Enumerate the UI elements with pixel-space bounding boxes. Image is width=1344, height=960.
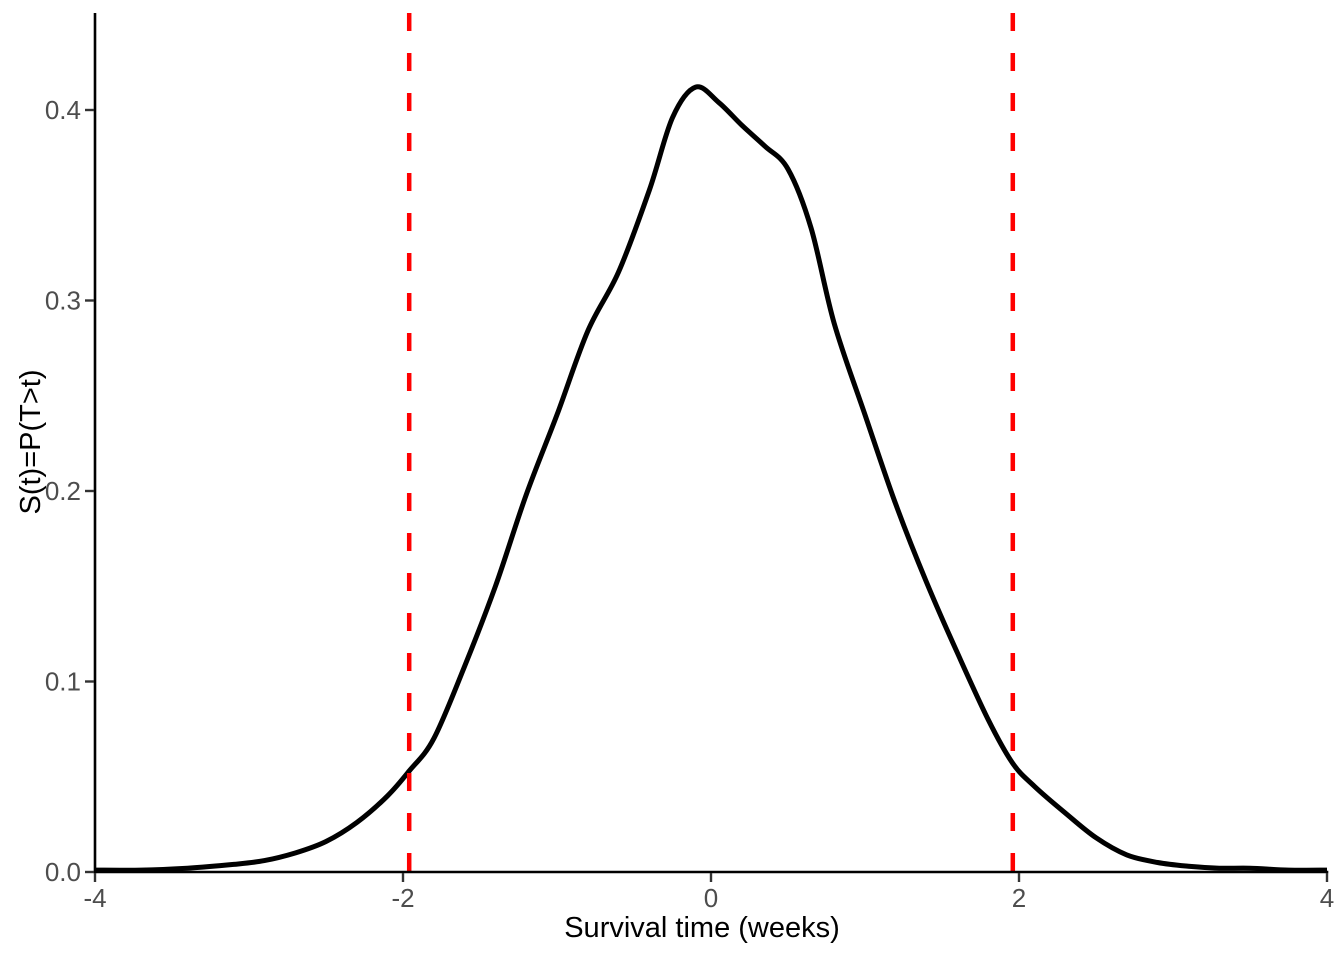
x-tick-label: 2 (1012, 883, 1026, 913)
y-tick-label: 0.1 (45, 667, 81, 697)
y-tick-label: 0.0 (45, 857, 81, 887)
survival-time-density-curve (94, 84, 1328, 873)
x-tick-label: 0 (704, 883, 718, 913)
y-axis-title: S(t)=P(T>t) (15, 369, 47, 514)
x-tick-label: 4 (1320, 883, 1334, 913)
y-tick-label: 0.4 (45, 95, 81, 125)
x-tick-label: -4 (83, 883, 106, 913)
axes-layer (93, 13, 1329, 874)
ticks-layer: -4 -2 0 2 4 0.0 0.1 0.2 0.3 0.4 (45, 95, 1334, 913)
y-tick-label: 0.3 (45, 286, 81, 316)
y-tick-label: 0.2 (45, 476, 81, 506)
reference-lines-layer (406, 13, 1016, 871)
density-curve-layer (94, 84, 1328, 873)
x-axis-title: Survival time (weeks) (564, 912, 840, 944)
x-tick-label: -2 (391, 883, 414, 913)
